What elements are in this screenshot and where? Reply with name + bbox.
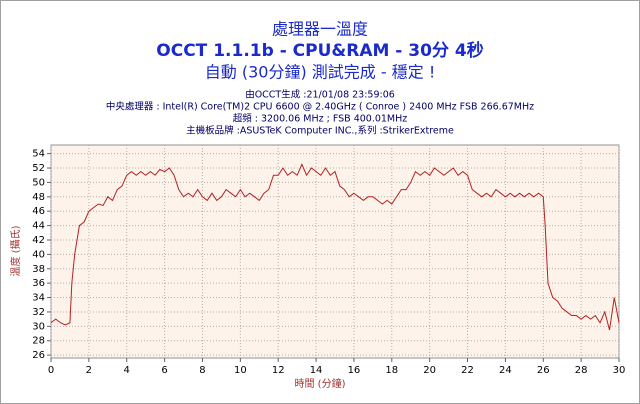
motherboard-info: 主機板品牌 :ASUSTeK Computer INC.,系列 :Striker… xyxy=(186,125,454,137)
x-tick-label: 0 xyxy=(48,365,54,376)
x-tick-label: 2 xyxy=(86,365,92,376)
y-tick-label: 42 xyxy=(32,235,45,246)
x-tick-label: 6 xyxy=(161,365,167,376)
y-tick-label: 50 xyxy=(32,177,45,188)
y-tick-label: 54 xyxy=(32,149,45,160)
y-tick-label: 26 xyxy=(32,350,45,361)
x-tick-label: 24 xyxy=(499,365,512,376)
overclock-info: 超頻 : 3200.06 MHz ; FSB 400.01MHz xyxy=(233,113,408,125)
y-tick-label: 36 xyxy=(32,278,45,289)
chart-title: 處理器一溫度 xyxy=(272,20,368,39)
y-tick-label: 38 xyxy=(32,264,45,275)
x-axis-label: 時間 (分鐘) xyxy=(295,377,346,390)
x-tick-label: 12 xyxy=(272,365,285,376)
x-tick-label: 16 xyxy=(348,365,361,376)
temperature-line xyxy=(50,163,620,331)
x-tick-label: 28 xyxy=(575,365,588,376)
y-tick-label: 30 xyxy=(32,321,45,332)
y-tick-label: 34 xyxy=(32,293,45,304)
x-tick-label: 22 xyxy=(461,365,474,376)
x-tick-label: 14 xyxy=(310,365,323,376)
x-tick-label: 8 xyxy=(199,365,205,376)
y-tick-label: 28 xyxy=(32,336,45,347)
plot-area xyxy=(50,144,620,359)
generated: 由OCCT生成 :21/01/08 23:59:06 xyxy=(245,89,395,101)
x-tick-label: 20 xyxy=(423,365,436,376)
y-tick-label: 48 xyxy=(32,192,45,203)
y-tick-label: 32 xyxy=(32,307,45,318)
x-tick-label: 4 xyxy=(124,365,130,376)
x-tick-label: 30 xyxy=(613,365,626,376)
status: 自動 (30分鐘) 測試完成 - 穩定 ! xyxy=(205,63,435,82)
x-tick-label: 18 xyxy=(385,365,398,376)
y-tick-label: 40 xyxy=(32,249,45,260)
y-tick-label: 52 xyxy=(32,163,45,174)
x-tick-label: 26 xyxy=(537,365,550,376)
y-tick-label: 46 xyxy=(32,206,45,217)
cpu-info: 中央處理器 : Intel(R) Core(TM)2 CPU 6600 @ 2.… xyxy=(106,101,534,113)
x-tick-label: 10 xyxy=(234,365,247,376)
y-axis-label: 溫度 (攝氏) xyxy=(9,225,22,276)
y-tick-label: 44 xyxy=(32,221,45,232)
chart-subtitle: OCCT 1.1.1b - CPU&RAM - 30分 4秒 xyxy=(156,40,483,61)
